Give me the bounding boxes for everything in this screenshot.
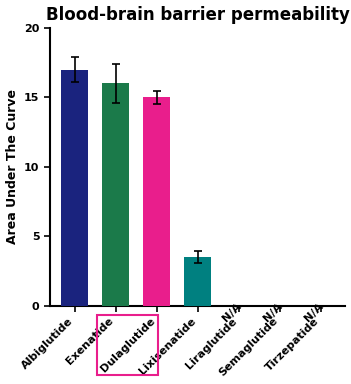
Bar xyxy=(184,257,211,306)
Bar xyxy=(61,70,88,306)
Text: N/A: N/A xyxy=(302,301,325,323)
Bar xyxy=(143,97,170,306)
Text: N/A: N/A xyxy=(261,301,284,323)
Y-axis label: Area Under The Curve: Area Under The Curve xyxy=(6,89,19,244)
Bar xyxy=(102,83,129,306)
Text: N/A: N/A xyxy=(220,301,243,323)
Title: Blood-brain barrier permeability: Blood-brain barrier permeability xyxy=(46,5,350,23)
